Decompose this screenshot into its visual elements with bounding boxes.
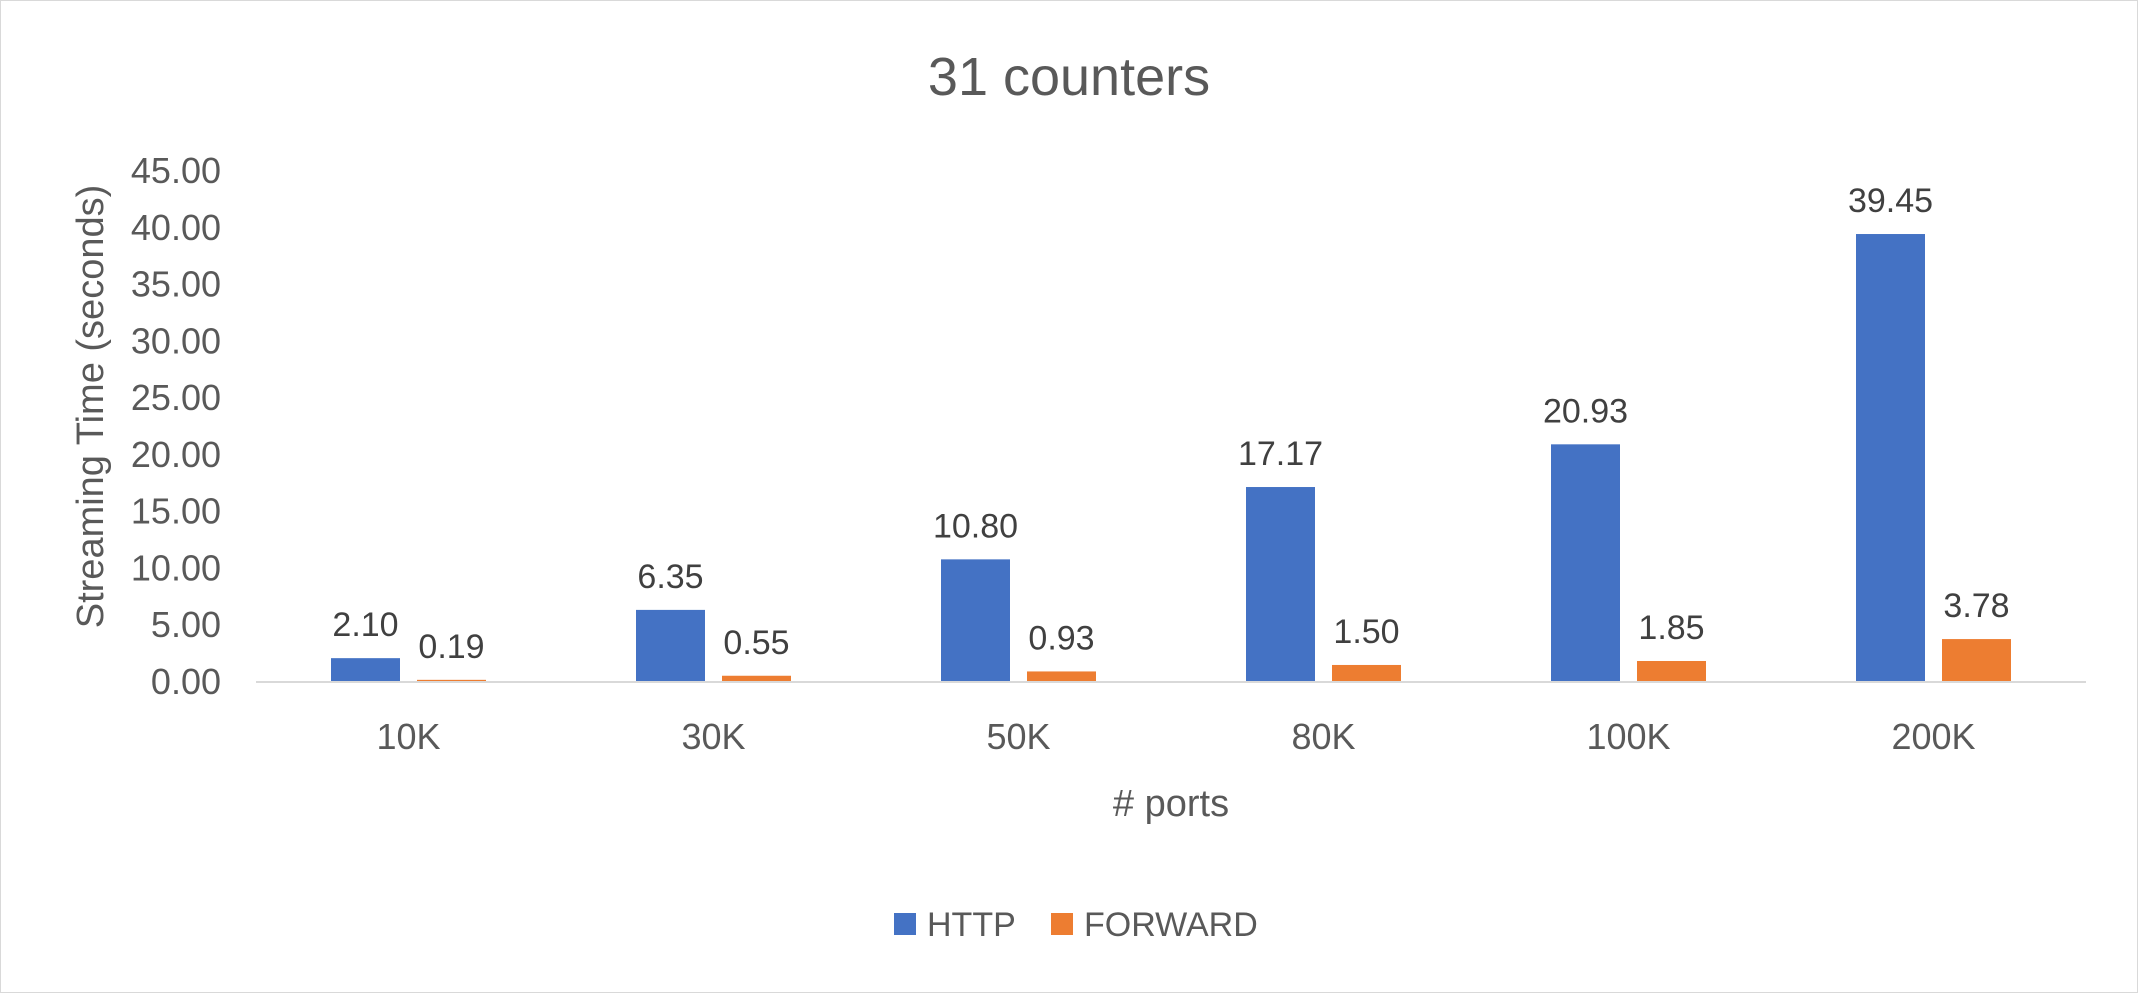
bar-http-50k: [941, 559, 1010, 682]
bar-http-30k: [636, 609, 705, 682]
x-tick-label: 100K: [1586, 716, 1670, 757]
bar-http-100k: [1551, 444, 1620, 682]
y-tick-label: 15.00: [131, 491, 221, 532]
bar-forward-30k: [722, 675, 791, 682]
data-label: 3.78: [1943, 587, 2009, 625]
bars: [331, 234, 2011, 683]
x-tick-label: 30K: [681, 716, 745, 757]
y-tick-label: 10.00: [131, 547, 221, 588]
data-label: 1.50: [1333, 613, 1399, 651]
y-axis-title: Streaming Time (seconds): [70, 185, 112, 629]
y-tick-label: 5.00: [151, 604, 221, 645]
bar-http-10k: [331, 658, 400, 682]
bar-forward-50k: [1027, 671, 1096, 682]
data-label: 0.55: [723, 624, 789, 662]
legend-swatch-forward: [1051, 913, 1073, 935]
y-tick-label: 35.00: [131, 264, 221, 305]
bar-http-200k: [1856, 234, 1925, 683]
x-tick-label: 50K: [986, 716, 1050, 757]
bar-forward-100k: [1637, 660, 1706, 682]
legend-label-forward: FORWARD: [1084, 906, 1258, 944]
bar-http-80k: [1246, 487, 1315, 682]
data-label: 17.17: [1238, 435, 1323, 473]
data-label: 2.10: [332, 606, 398, 644]
y-tick-label: 25.00: [131, 377, 221, 418]
bar-forward-80k: [1332, 664, 1401, 682]
bar-forward-10k: [417, 679, 486, 682]
x-axis-title: # ports: [1113, 783, 1229, 825]
y-tick-label: 30.00: [131, 320, 221, 361]
y-tick-label: 0.00: [151, 661, 221, 702]
data-label: 6.35: [637, 558, 703, 596]
legend-label-http: HTTP: [927, 906, 1016, 944]
x-tick-label: 200K: [1891, 716, 1975, 757]
data-label: 39.45: [1848, 182, 1933, 220]
x-tick-label: 80K: [1291, 716, 1355, 757]
data-label: 0.19: [418, 628, 484, 666]
x-axis-ticks: 10K 30K 50K 80K 100K 200K: [376, 716, 1975, 757]
y-tick-label: 20.00: [131, 434, 221, 475]
y-tick-label: 45.00: [131, 150, 221, 191]
y-axis-ticks: 0.00 5.00 10.00 15.00 20.00 25.00 30.00 35.00 40…: [131, 150, 221, 702]
x-tick-label: 10K: [376, 716, 440, 757]
legend: HTTP FORWARD: [894, 906, 1258, 944]
data-label: 20.93: [1543, 392, 1628, 430]
bar-forward-200k: [1942, 639, 2011, 682]
data-label: 0.93: [1028, 619, 1094, 657]
legend-swatch-http: [894, 913, 916, 935]
data-label: 10.80: [933, 507, 1018, 545]
chart-title: 31 counters: [928, 47, 1210, 107]
data-labels: 2.10 0.19 6.35 0.55 10.80 0.93 17.17 1.50 20.93 1…: [332, 182, 2009, 666]
y-tick-label: 40.00: [131, 207, 221, 248]
data-label: 1.85: [1638, 609, 1704, 647]
